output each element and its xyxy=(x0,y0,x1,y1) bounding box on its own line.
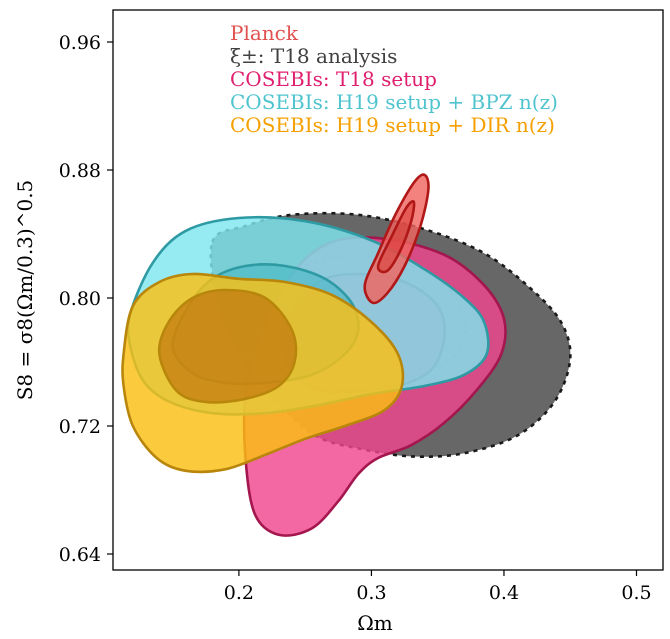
x-axis: 0.2 0.3 0.4 0.5 xyxy=(224,570,652,604)
contour-inner-3 xyxy=(157,288,298,404)
x-tick-label-3: 0.5 xyxy=(621,582,651,604)
y-tick-label-1: 0.72 xyxy=(59,416,101,438)
x-tick-label-0: 0.2 xyxy=(224,582,254,604)
y-tick-label-4: 0.96 xyxy=(59,32,101,54)
legend-entry-1: ξ±: T18 analysis xyxy=(230,44,397,68)
legend-entry-2: COSEBIs: T18 setup xyxy=(230,67,437,91)
contour-series-3 xyxy=(121,272,405,474)
y-tick-label-2: 0.80 xyxy=(59,288,101,310)
contour-inner-4 xyxy=(376,200,416,274)
y-axis-label: S8 = σ8(Ωm/0.3)^0.5 xyxy=(13,180,37,401)
x-axis-label: Ωm xyxy=(357,611,393,635)
y-tick-label-0: 0.64 xyxy=(59,544,101,566)
y-tick-label-3: 0.88 xyxy=(59,160,101,182)
legend-entry-3: COSEBIs: H19 setup + BPZ n(z) xyxy=(230,90,558,114)
x-tick-label-1: 0.3 xyxy=(356,582,386,604)
contour-layer xyxy=(121,173,572,537)
contour-series-4 xyxy=(363,173,430,305)
x-tick-label-2: 0.4 xyxy=(489,582,519,604)
legend-entry-4: COSEBIs: H19 setup + DIR n(z) xyxy=(230,113,555,137)
plot-frame xyxy=(112,9,664,571)
y-axis: 0.64 0.72 0.80 0.88 0.96 xyxy=(59,32,113,566)
legend-entry-0: Planck xyxy=(230,21,299,45)
